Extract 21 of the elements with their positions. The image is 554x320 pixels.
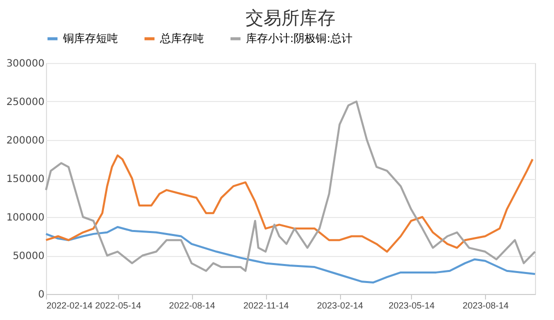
y-tick-label: 200000 — [6, 136, 44, 146]
x-tick-label: 2023-02-14 — [317, 300, 364, 310]
y-tick-label: 0 — [38, 290, 44, 300]
x-tick-label: 2022-05-14 — [95, 300, 142, 310]
y-tick-label: 150000 — [6, 174, 44, 185]
line-series — [45, 100, 536, 272]
x-tick-label: 2023-05-14 — [388, 300, 435, 310]
y-tick-label: 100000 — [6, 212, 44, 224]
line-series — [45, 226, 536, 284]
x-tick-label: 2022-08-14 — [169, 300, 216, 310]
y-tick-label: 50000 — [12, 251, 44, 262]
x-tick-label: 2022-11-14 — [243, 300, 289, 310]
y-tick-label: 300000 — [6, 58, 44, 70]
y-tick-label: 250000 — [6, 97, 44, 108]
chart-title: 交易所库存 — [246, 8, 336, 29]
x-tick-label: 2022-02-14 — [46, 300, 93, 310]
x-tick-label: 2023-08-14 — [462, 300, 509, 310]
legend-label: 总库存吨 — [159, 32, 204, 45]
legend-label: 库存小计:阴极铜:总计 — [246, 32, 352, 45]
line-series — [45, 154, 534, 253]
legend-label: 铜库存短吨 — [62, 32, 118, 45]
